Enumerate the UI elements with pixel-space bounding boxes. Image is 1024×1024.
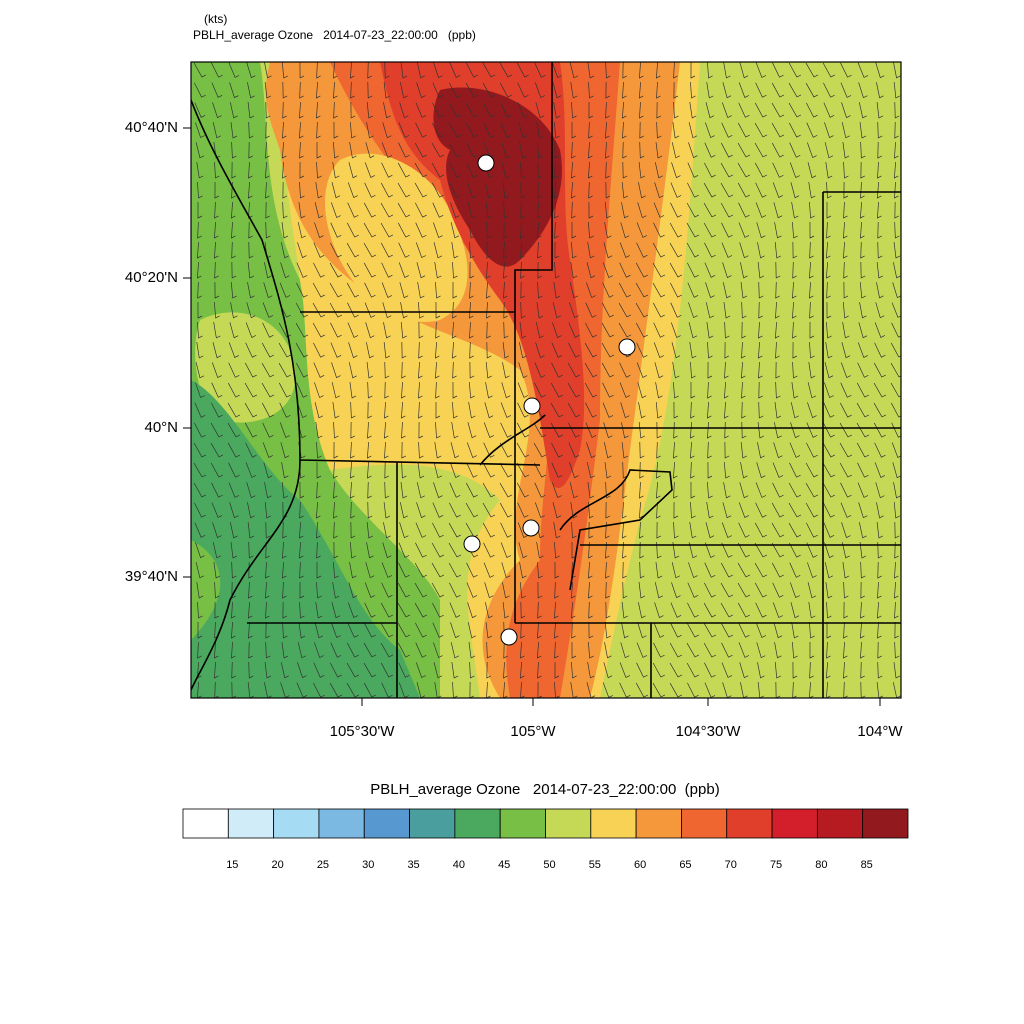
colorbar-label: 20 [272,859,284,871]
map-frame [190,61,902,699]
colorbar-label: 40 [453,859,465,871]
colorbar-box [590,808,637,839]
colorbar-box [182,808,229,839]
colorbar-box [816,808,864,839]
colorbar-label: 35 [407,859,419,871]
colorbar-box [318,808,365,839]
lon-label: 104°30'W [676,723,742,740]
colorbar-label: 45 [498,859,510,871]
colorbar-box [227,808,275,839]
lat-label: 40°N [144,419,178,436]
lat-label: 40°40'N [125,119,178,136]
lat-label: 39°40'N [125,568,178,585]
lat-label: 40°20'N [125,269,178,286]
lon-label: 105°W [510,723,556,740]
colorbar-title: PBLH_average Ozone 2014-07-23_22:00:00 (… [370,781,719,798]
colorbar-label: 60 [634,859,646,871]
colorbar-box [726,808,773,839]
colorbar-label: 65 [679,859,691,871]
colorbar-box [409,808,456,839]
colorbar-box [363,808,410,839]
colorbar-label: 55 [589,859,601,871]
lon-label: 104°W [857,723,903,740]
lon-label: 105°30'W [330,723,396,740]
colorbar-box [681,808,728,839]
colorbar-label: 85 [861,859,873,871]
colorbar-box [499,808,546,839]
colorbar-label: 25 [317,859,329,871]
colorbar-box [635,808,682,839]
title: PBLH_average Ozone 2014-07-23_22:00:00 (… [193,28,476,42]
colorbar-box [545,808,592,839]
colorbar-label: 70 [725,859,737,871]
colorbar-box [454,808,501,839]
colorbar-box [273,808,320,839]
colorbar-box [862,808,909,839]
units: (kts) [204,12,227,26]
colorbar-label: 80 [815,859,827,871]
wind-barbs [193,62,901,698]
colorbar-label: 50 [543,859,555,871]
colorbar-label: 15 [226,859,238,871]
county-lines [191,62,901,698]
map-field [191,62,901,698]
colorbar-box [771,808,818,839]
colorbar-label: 30 [362,859,374,871]
colorbar-label: 75 [770,859,782,871]
